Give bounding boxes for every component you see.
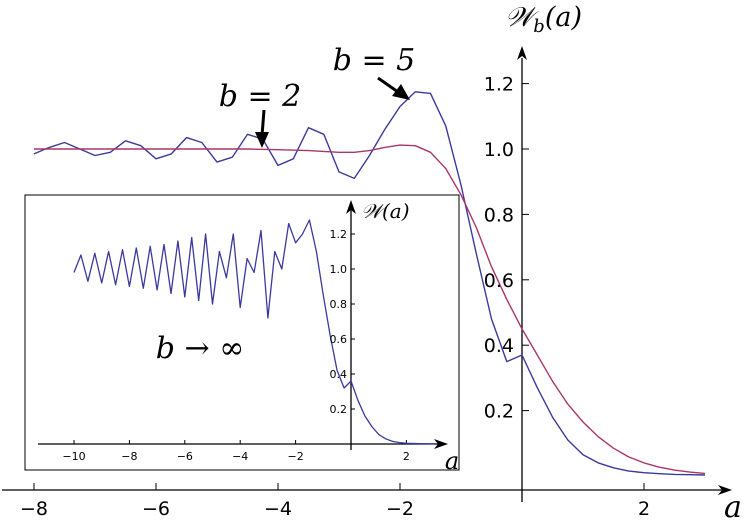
inset-x-tick-label: 2 xyxy=(403,450,410,463)
main-labels: −8 −6 −4 −2 2 0.2 0.4 0.6 0.8 1.0 1.2 a 𝒲b(a) b = 2 b … xyxy=(20,2,742,524)
main-y-axis-label: 𝒲b(a) xyxy=(505,2,582,37)
inset-axes xyxy=(38,200,448,450)
main-y-axis-arrow xyxy=(517,46,527,60)
main-x-tick-label: −2 xyxy=(386,498,414,520)
inset-y-axis-label: 𝒲(a) xyxy=(361,199,410,223)
inset-y-tick-label: 0.6 xyxy=(330,333,348,346)
inset-x-axis-label: a xyxy=(445,447,459,475)
main-x-axis-label: a xyxy=(724,490,742,524)
inset-y-tick-label: 0.2 xyxy=(330,403,348,416)
series-b5-line xyxy=(33,91,706,476)
inset-y-tick-label: 1.0 xyxy=(330,263,348,276)
inset-y-tick-label: 1.2 xyxy=(330,228,348,241)
inset-x-tick-label: −6 xyxy=(177,450,193,463)
inset-x-tick-label: −10 xyxy=(62,450,85,463)
main-series-group xyxy=(33,91,706,476)
annotation-b5: b = 5 xyxy=(333,43,416,78)
main-x-axis-arrow xyxy=(718,485,732,495)
annotation-b5-arrow-shaft xyxy=(377,76,399,94)
main-y-tick-label: 1.0 xyxy=(484,139,514,161)
inset-x-tick-label: −4 xyxy=(232,450,248,463)
inset-y-axis-arrow xyxy=(346,200,356,214)
inset-x-tick-label: −8 xyxy=(121,450,137,463)
main-axes xyxy=(2,46,732,502)
inset-frame xyxy=(24,194,460,471)
inset-series-line xyxy=(73,219,435,445)
main-y-tick-label: 0.4 xyxy=(484,335,514,357)
annotation-b2-arrow-shaft xyxy=(260,109,266,137)
annotation-b2-arrow-head xyxy=(255,132,269,148)
inset-x-tick-label: −2 xyxy=(287,450,303,463)
main-y-tick-label: 0.2 xyxy=(484,401,514,423)
annotation-b2: b = 2 xyxy=(219,79,302,114)
main-y-tick-label: 0.6 xyxy=(484,270,514,292)
annotation-b-infinity: b → ∞ xyxy=(156,331,244,366)
inset-y-tick-label: 0.8 xyxy=(330,298,348,311)
inset-x-axis-arrow xyxy=(434,439,448,449)
inset-y-tick-label: 0.4 xyxy=(330,368,348,381)
main-x-tick-label: −6 xyxy=(142,498,170,520)
series-b2-line xyxy=(34,144,706,475)
inset-labels: −10 −8 −6 −4 −2 2 0.2 0.4 0.6 0.8 1.0 1.2 a 𝒲(a) b → ∞ xyxy=(62,199,459,475)
main-x-tick-label: −4 xyxy=(264,498,292,520)
main-x-tick-label: 2 xyxy=(638,498,650,520)
inset-series-group xyxy=(73,219,435,445)
annotation-b5-arrow-head xyxy=(392,84,410,100)
main-y-tick-label: 1.2 xyxy=(484,74,514,96)
main-x-tick-label: −8 xyxy=(20,498,48,520)
main-y-tick-label: 0.8 xyxy=(484,204,514,226)
